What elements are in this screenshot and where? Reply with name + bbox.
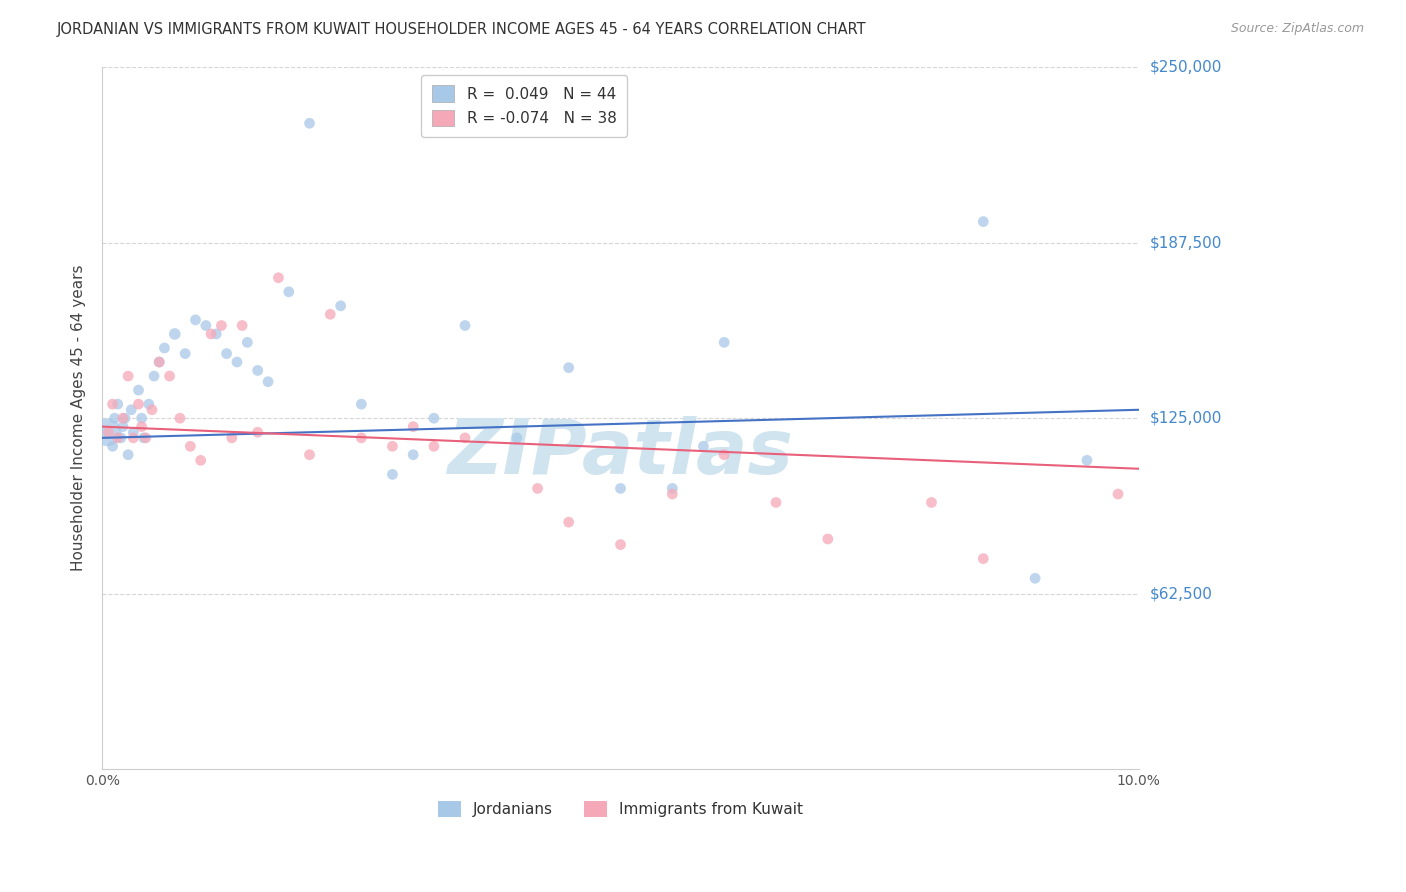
Text: JORDANIAN VS IMMIGRANTS FROM KUWAIT HOUSEHOLDER INCOME AGES 45 - 64 YEARS CORREL: JORDANIAN VS IMMIGRANTS FROM KUWAIT HOUS… [56,22,866,37]
Point [107,397,129,411]
Point [350,431,373,445]
Point [205,326,228,341]
Point [713,335,735,350]
Point [159,369,181,384]
Point [609,538,631,552]
Point [194,318,217,333]
Legend: Jordanians, Immigrants from Kuwait: Jordanians, Immigrants from Kuwait [430,793,810,825]
Point [101,439,124,453]
Point [661,487,683,501]
Point [329,299,352,313]
Text: Source: ZipAtlas.com: Source: ZipAtlas.com [1230,22,1364,36]
Point [381,467,404,482]
Point [122,431,145,445]
Point [402,448,425,462]
Point [148,355,170,369]
Point [111,411,134,425]
Point [231,318,253,333]
Point [277,285,299,299]
Point [131,419,153,434]
Point [190,453,212,467]
Point [1076,453,1098,467]
Text: $125,000: $125,000 [1150,410,1222,425]
Point [765,495,787,509]
Point [107,431,129,445]
Point [350,397,373,411]
Point [132,431,155,445]
Point [692,439,714,453]
Point [661,482,683,496]
Point [713,448,735,462]
Point [267,270,290,285]
Point [526,482,548,496]
Point [236,335,259,350]
Point [101,397,124,411]
Point [117,448,139,462]
Point [972,551,994,566]
Point [423,439,446,453]
Point [921,495,943,509]
Point [454,318,477,333]
Point [120,402,142,417]
Point [153,341,176,355]
Point [1107,487,1129,501]
Text: $62,500: $62,500 [1150,586,1213,601]
Point [257,375,280,389]
Point [454,431,477,445]
Point [169,411,191,425]
Point [128,383,150,397]
Point [117,369,139,384]
Point [141,402,163,417]
Point [215,346,238,360]
Point [319,307,342,321]
Point [200,326,222,341]
Point [298,116,321,130]
Point [97,425,120,440]
Point [114,411,136,425]
Text: ZIPatlas: ZIPatlas [447,417,793,491]
Text: $187,500: $187,500 [1150,235,1222,250]
Point [298,448,321,462]
Point [226,355,249,369]
Point [110,431,132,445]
Point [246,425,269,440]
Point [423,411,446,425]
Point [557,515,579,529]
Point [128,397,150,411]
Text: $250,000: $250,000 [1150,60,1222,75]
Point [817,532,839,546]
Point [163,326,186,341]
Point [1024,571,1046,585]
Point [209,318,232,333]
Point [131,411,153,425]
Point [506,431,529,445]
Point [609,482,631,496]
Point [143,369,166,384]
Point [179,439,201,453]
Point [111,419,134,434]
Point [104,411,127,425]
Point [402,419,425,434]
Point [138,397,160,411]
Point [135,431,157,445]
Point [96,425,118,440]
Point [221,431,243,445]
Y-axis label: Householder Income Ages 45 - 64 years: Householder Income Ages 45 - 64 years [72,265,86,572]
Point [148,355,170,369]
Point [557,360,579,375]
Point [381,439,404,453]
Point [122,425,145,440]
Point [246,363,269,377]
Point [184,313,207,327]
Point [174,346,197,360]
Point [972,214,994,228]
